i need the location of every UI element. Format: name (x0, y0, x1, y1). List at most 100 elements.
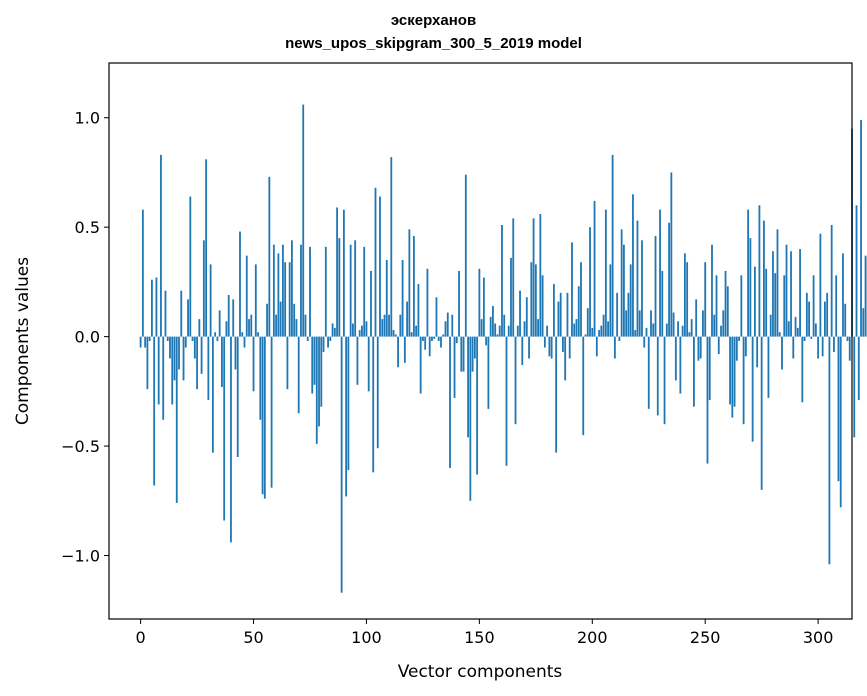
bar-165 (512, 218, 515, 337)
bar-310 (839, 336, 842, 508)
bar-5 (151, 279, 153, 337)
bar-39 (227, 295, 230, 337)
bar-189 (566, 292, 569, 337)
bar-253 (711, 244, 713, 337)
bar-68 (293, 303, 296, 337)
bar-45 (241, 332, 244, 337)
bar-63 (281, 244, 284, 337)
y-axis-label: Components values (13, 257, 33, 425)
bar-232 (663, 336, 666, 425)
bar-301 (819, 233, 822, 337)
bar-81 (322, 336, 325, 352)
bar-37 (223, 336, 226, 521)
bar-202 (595, 336, 598, 357)
bar-174 (532, 218, 535, 337)
bar-86 (333, 327, 336, 337)
bar-233 (665, 323, 668, 337)
bar-4 (148, 336, 151, 341)
bar-197 (584, 334, 587, 337)
bar-14 (171, 336, 174, 405)
bar-115 (399, 314, 402, 337)
bar-8 (157, 336, 160, 405)
bar-55 (263, 336, 266, 499)
bar-149 (476, 336, 479, 475)
bar-286 (785, 244, 788, 337)
bar-43 (236, 336, 239, 458)
bar-194 (577, 286, 580, 337)
bar-151 (480, 319, 483, 337)
bar-69 (295, 319, 298, 337)
bar-230 (659, 209, 661, 337)
bar-185 (557, 301, 560, 337)
bar-100 (365, 321, 368, 337)
bar-280 (772, 251, 774, 337)
bar-32 (211, 336, 214, 453)
bar-210 (613, 336, 616, 359)
bar-245 (693, 336, 695, 407)
bar-241 (683, 253, 686, 337)
bar-124 (419, 336, 422, 394)
bar-106 (379, 196, 381, 337)
bar-238 (677, 321, 680, 337)
bar-117 (403, 336, 406, 363)
bar-130 (433, 336, 436, 339)
bar-36 (221, 336, 223, 387)
bar-297 (810, 336, 813, 339)
bar-31 (209, 264, 212, 337)
bar-274 (758, 205, 761, 337)
bar-199 (589, 227, 591, 337)
bar-158 (496, 334, 499, 337)
bar-200 (591, 327, 594, 337)
bar-77 (313, 336, 316, 385)
bar-87 (336, 207, 338, 337)
bar-71 (300, 244, 302, 337)
bar-179 (543, 336, 546, 348)
bar-51 (254, 264, 257, 337)
bar-227 (652, 323, 655, 337)
bar-177 (539, 214, 542, 337)
bar-127 (426, 268, 429, 337)
bar-20 (184, 336, 187, 348)
bar-6 (153, 336, 156, 486)
bar-313 (846, 336, 849, 341)
bar-129 (431, 336, 433, 341)
bar-278 (767, 336, 770, 398)
bar-44 (239, 231, 241, 337)
bar-26 (198, 319, 201, 337)
chart-title-line-2: news_upos_skipgram_300_5_2019 model (285, 35, 582, 52)
bar-73 (304, 314, 307, 337)
bar-61 (277, 253, 280, 337)
bar-140 (455, 336, 458, 344)
bar-98 (361, 325, 363, 337)
y-tick-label-0: −1.0 (61, 547, 100, 566)
bar-180 (546, 325, 549, 337)
bar-272 (753, 266, 756, 337)
bar-321 (864, 255, 867, 337)
bar-74 (306, 336, 309, 341)
bars-group (139, 104, 867, 593)
bar-107 (381, 319, 384, 337)
bar-83 (327, 336, 329, 348)
bar-240 (681, 325, 684, 337)
bar-0 (139, 336, 142, 348)
x-tick-label-5: 250 (690, 628, 721, 647)
bar-11 (164, 290, 167, 337)
bar-135 (444, 321, 447, 337)
bar-263 (733, 336, 736, 407)
bar-259 (724, 270, 727, 337)
bar-258 (722, 310, 725, 337)
bar-111 (390, 157, 393, 337)
bar-257 (720, 325, 722, 337)
bar-306 (830, 224, 833, 337)
bar-271 (751, 336, 754, 442)
bar-212 (618, 336, 621, 341)
bar-307 (833, 336, 835, 352)
bar-283 (778, 332, 781, 337)
bar-317 (855, 205, 858, 337)
bar-309 (837, 336, 840, 482)
bar-261 (729, 336, 731, 405)
bar-19 (182, 336, 185, 381)
bar-217 (629, 264, 632, 337)
bar-293 (801, 336, 804, 403)
bar-33 (214, 332, 217, 337)
